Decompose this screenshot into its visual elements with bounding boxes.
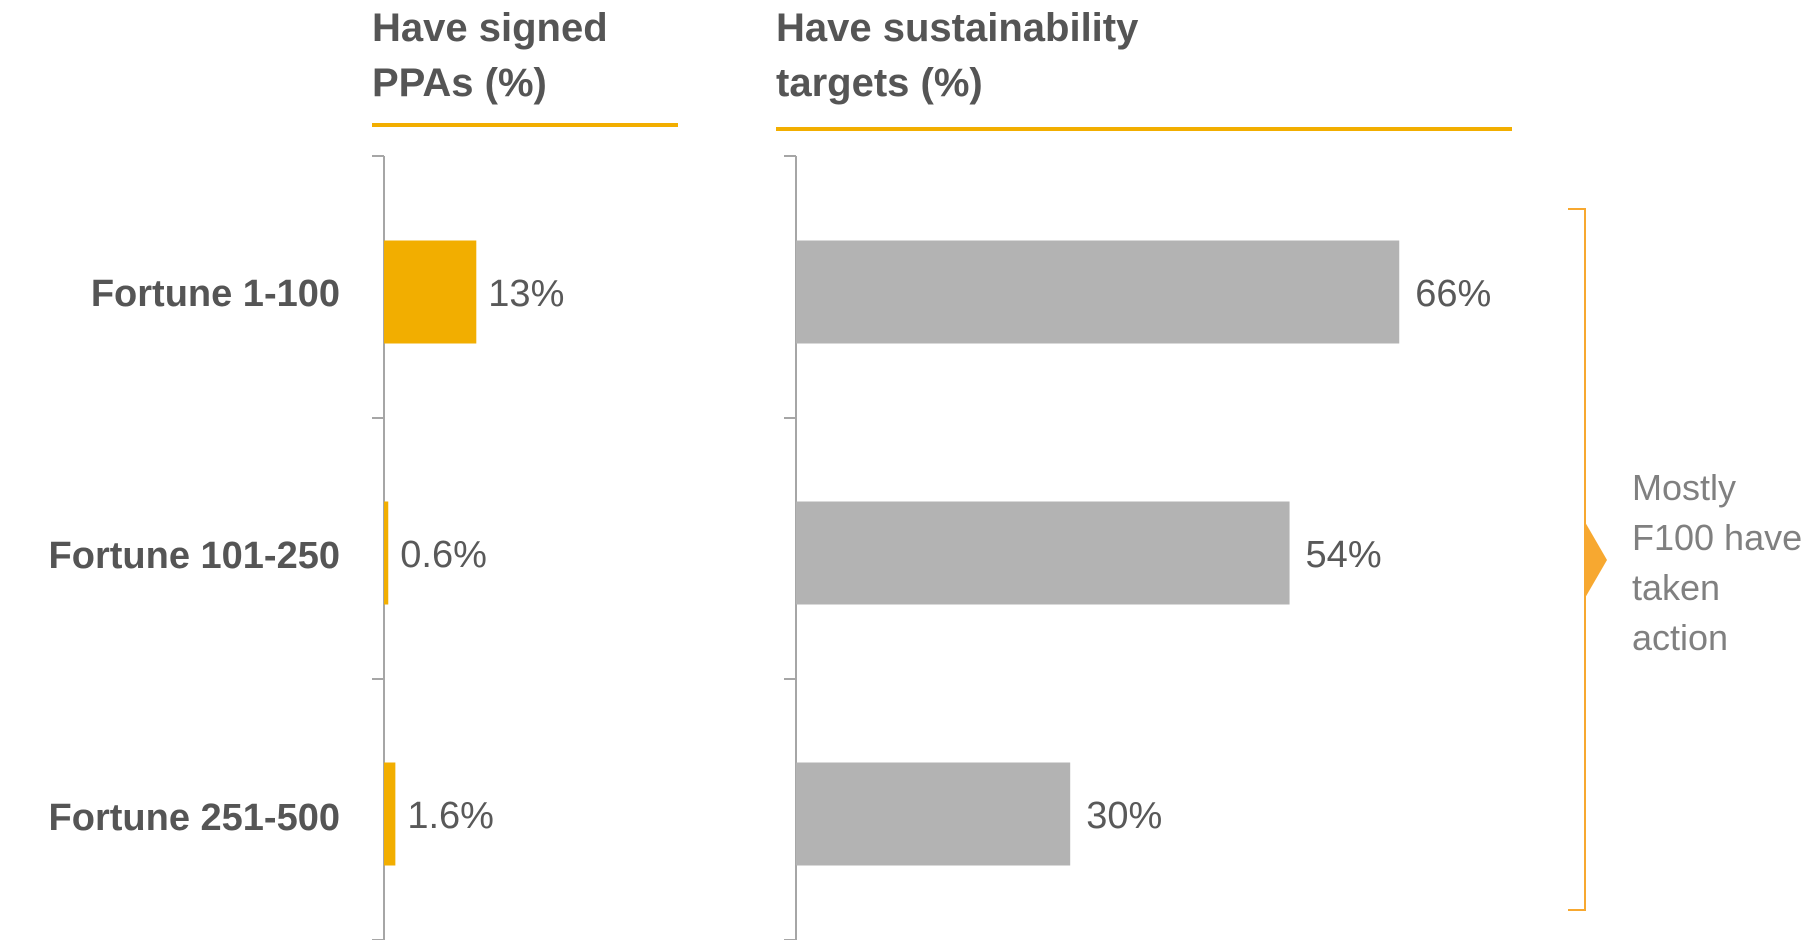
panel2-value-label-3: 30% bbox=[1086, 795, 1162, 837]
panel2-bar-1 bbox=[796, 240, 1400, 344]
panel1-value-label-2: 0.6% bbox=[400, 534, 487, 576]
panel1-title-line2: PPAs (%) bbox=[372, 61, 547, 105]
annotation-bracket-arrow bbox=[1585, 522, 1607, 598]
panel1-title-line1: Have signed bbox=[372, 6, 608, 50]
category-label-2: Fortune 101-250 bbox=[49, 535, 340, 577]
annotation-bracket bbox=[1568, 208, 1586, 911]
category-label-3: Fortune 251-500 bbox=[49, 797, 340, 839]
annotation-line-4: action bbox=[1632, 617, 1728, 658]
annotation-line-1: Mostly bbox=[1632, 467, 1736, 508]
panel1-bar-1 bbox=[384, 240, 477, 344]
chart-marks: 13% 0.6% 1.6% 66% 54% 30% bbox=[372, 123, 1607, 940]
panel2-title-line1: Have sustainability bbox=[776, 6, 1139, 50]
panel2-value-label-1: 66% bbox=[1415, 273, 1491, 315]
panel2-bar-2 bbox=[796, 501, 1290, 605]
panel2-bar-3 bbox=[796, 762, 1071, 866]
panel2-title-line2: targets (%) bbox=[776, 61, 983, 105]
category-label-1: Fortune 1-100 bbox=[91, 273, 340, 315]
annotation-line-2: F100 have bbox=[1632, 517, 1802, 558]
annotation-line-3: taken bbox=[1632, 567, 1720, 608]
panel1-bar-3 bbox=[384, 762, 396, 866]
panel1-bar-2 bbox=[384, 501, 389, 605]
panel1-value-label-3: 1.6% bbox=[407, 795, 494, 837]
panel2-value-label-2: 54% bbox=[1306, 534, 1382, 576]
panel1-value-label-1: 13% bbox=[488, 273, 564, 315]
